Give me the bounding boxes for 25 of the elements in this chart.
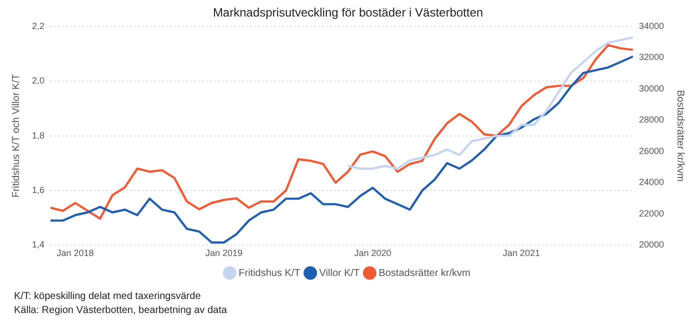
y2-tick-label: 22000: [638, 208, 664, 218]
y2-tick-label: 30000: [638, 83, 664, 94]
y2-tick-label: 24000: [638, 177, 664, 188]
x-tick-label: Jan 2021: [502, 248, 540, 258]
legend-label: Villor K/T: [319, 268, 360, 279]
y-tick-label: 1,4: [32, 240, 45, 250]
y2-tick-label: 26000: [638, 146, 664, 156]
legend-label: Bostadsrätter kr/kvm: [378, 268, 470, 279]
legend-label: Fritidshus K/T: [238, 268, 300, 279]
y2-tick-label: 20000: [638, 240, 664, 250]
text: K/T: köpeskilling delat med taxeringsvärde: [14, 290, 202, 304]
y-tick-label: 1,6: [32, 184, 45, 195]
y2-tick-label: 32000: [638, 52, 664, 62]
y2-tick-label: 34000: [638, 20, 664, 31]
y-tick-label: 2,2: [32, 20, 45, 31]
text: Källa: Region Västerbotten, bearbetning av data: [14, 304, 227, 318]
y-axis-title: Fritidshus K/T och Villor K/T: [10, 74, 22, 198]
x-tick-label: Jan 2019: [205, 248, 243, 258]
y-tick-label: 2,0: [32, 76, 45, 86]
x-tick-label: Jan 2020: [354, 248, 392, 258]
x-tick-label: Jan 2018: [56, 248, 94, 258]
y2-axis-title: Bostadsrätter kr/kvm: [674, 90, 686, 182]
y-tick-label: 1,8: [32, 130, 45, 140]
chart-title: Marknadsprisutveckling för bostäder i Västerbotten: [212, 6, 484, 20]
y2-tick-label: 28000: [638, 114, 664, 125]
